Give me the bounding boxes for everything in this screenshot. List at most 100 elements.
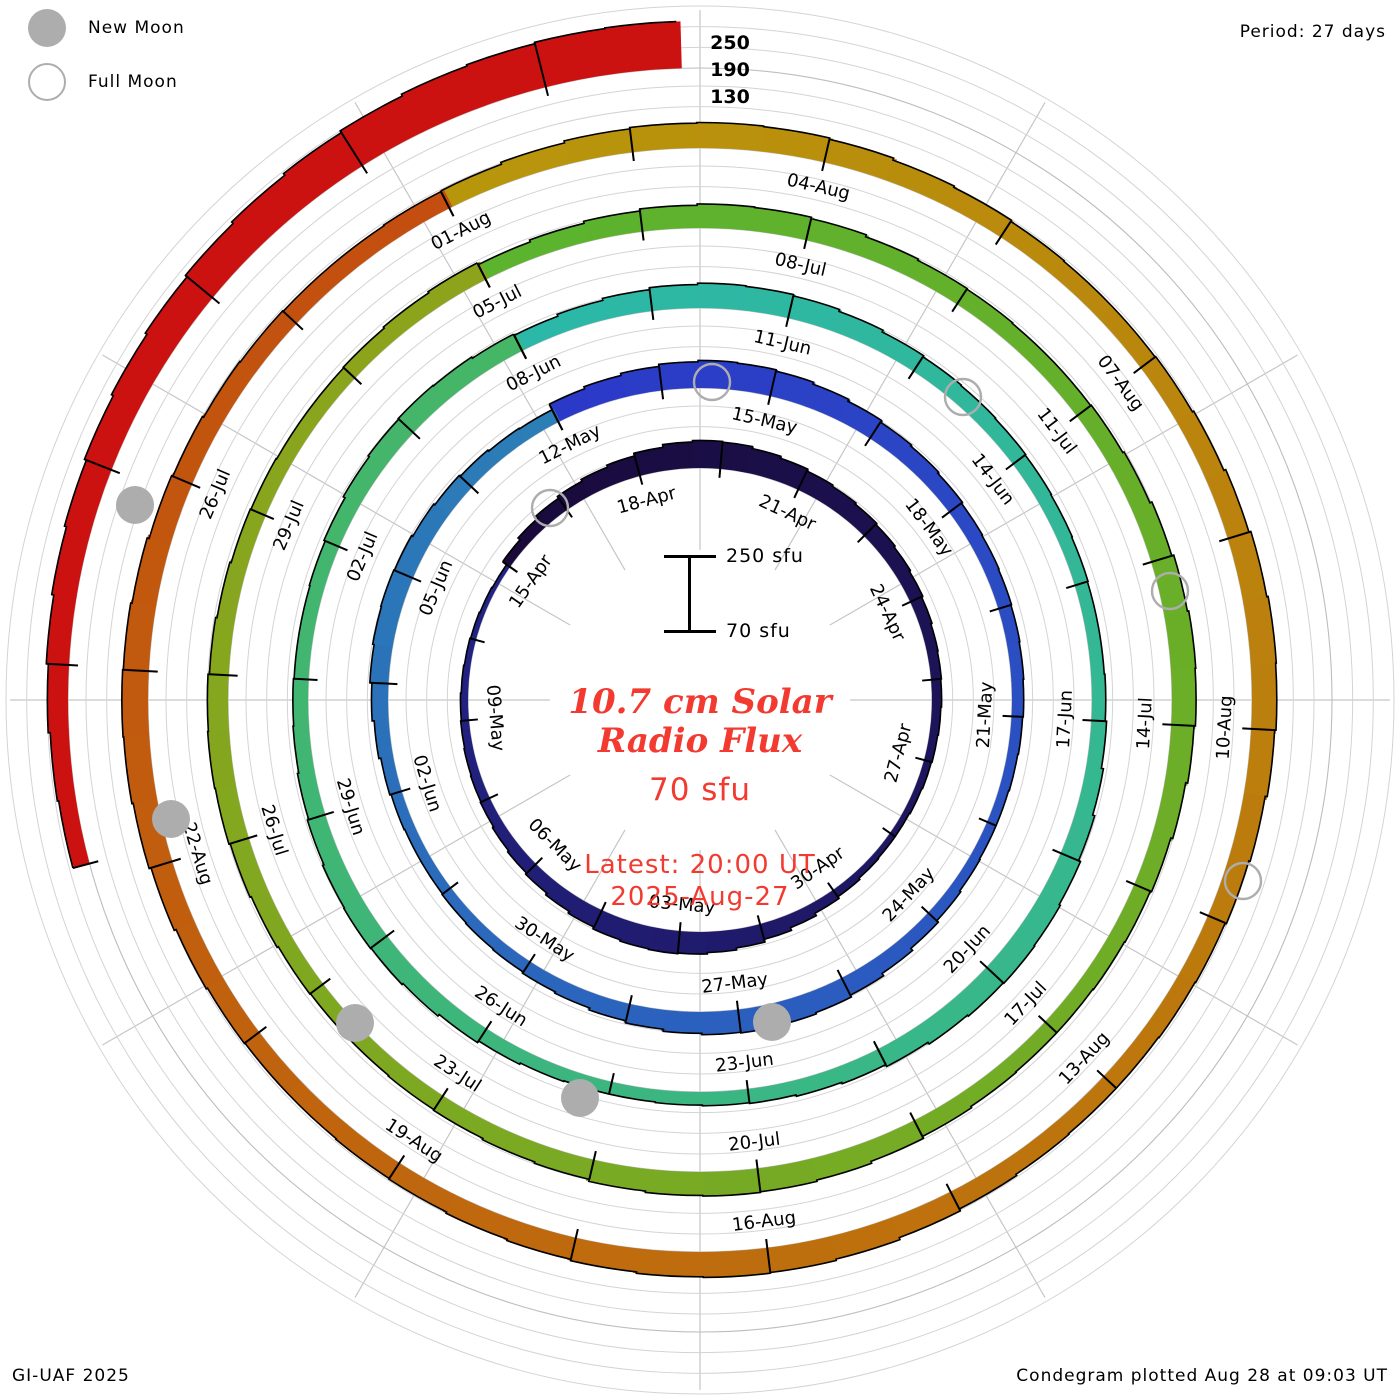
new-moon-marker [116, 486, 154, 524]
flux-band-segment [524, 863, 557, 894]
day-tick [1069, 404, 1092, 423]
flux-band-segment [470, 771, 490, 803]
day-tick [920, 905, 939, 923]
day-tick [308, 811, 335, 821]
flux-band-segment [464, 914, 501, 950]
new-moon-marker [336, 1004, 374, 1042]
flux-band-segment [1075, 765, 1104, 818]
flux-band-segment [633, 447, 668, 476]
flux-band-segment [838, 401, 884, 440]
flux-band-segment [531, 1143, 594, 1180]
flux-band-segment [472, 333, 525, 374]
day-tick [323, 539, 348, 552]
full-moon-marker [1223, 861, 1263, 901]
flux-band-segment [466, 42, 550, 107]
flux-band-segment [207, 727, 236, 789]
ring-gridline-circle [426, 426, 974, 974]
flux-band-segment [519, 408, 561, 441]
flux-band-segment [950, 854, 981, 893]
flux-band-segment [529, 222, 592, 258]
flux-band-segment [390, 789, 415, 830]
day-tick [608, 1072, 615, 1095]
day-tick [872, 1040, 887, 1066]
flux-band-segment [1076, 405, 1125, 465]
new-moon-marker [561, 1079, 599, 1117]
flux-band-segment [1243, 596, 1277, 669]
day-tick [1142, 554, 1175, 566]
flux-band-segment [478, 240, 539, 280]
flux-band-segment [1227, 531, 1268, 605]
flux-band-segment [428, 261, 489, 308]
flux-band-segment [50, 727, 76, 802]
flux-band-segment [185, 220, 261, 298]
flux-band-segment [831, 873, 860, 898]
flux-band-segment [323, 495, 361, 547]
flux-band-segment [51, 522, 92, 599]
flux-band-segment [296, 767, 326, 820]
ring-gridline-circle [85, 85, 1315, 1315]
flux-band-segment [401, 64, 486, 134]
ring-date-label: 09-May [482, 684, 509, 753]
flux-band-segment [871, 937, 913, 975]
flux-band-segment [1041, 362, 1093, 419]
flux-band-segment [1001, 323, 1056, 377]
day-tick [394, 569, 422, 583]
day-tick [882, 827, 896, 838]
flux-band-segment [652, 1089, 703, 1106]
flux-band-segment [340, 94, 425, 166]
moon-markers-layer [116, 362, 1263, 1117]
flux-band-segment [662, 441, 695, 471]
day-tick [907, 356, 924, 380]
day-tick [1133, 355, 1157, 375]
day-tick [745, 1080, 751, 1103]
grid-spoke [829, 774, 1298, 1046]
flux-band-segment [214, 781, 249, 845]
flux-band-segment [699, 1009, 741, 1035]
flux-band-segment [385, 1061, 443, 1110]
flux-band-segment [369, 933, 417, 985]
flux-band-segment [1091, 674, 1106, 724]
day-tick [525, 856, 544, 875]
ring-date-label: 17-Jun [1053, 689, 1077, 749]
day-tick [459, 475, 480, 495]
flux-band-segment [502, 538, 528, 567]
day-tick [470, 637, 485, 644]
day-tick [282, 310, 304, 331]
day-tick [821, 139, 831, 172]
flux-band-segment [925, 473, 964, 514]
flux-band-segment [944, 187, 1015, 239]
flux-band-segment [342, 895, 387, 949]
day-tick [389, 787, 411, 796]
flux-band-segment [649, 284, 701, 311]
flux-band-segment [642, 1168, 703, 1196]
flux-band-segment [442, 1193, 515, 1240]
grid-spoke [102, 354, 571, 626]
flux-band-segment [888, 1191, 961, 1239]
flux-band-segment [203, 358, 258, 427]
day-tick [184, 274, 221, 305]
flux-band-segment [84, 392, 141, 470]
flux-band-segment [646, 926, 680, 954]
flux-band-segment [629, 123, 701, 153]
flux-band-segment [661, 1009, 702, 1034]
flux-band-segment [806, 977, 852, 1014]
ring-gridline-circle [346, 346, 1054, 1054]
day-tick [1037, 1015, 1058, 1034]
day-tick [994, 220, 1012, 246]
day-tick [1005, 454, 1026, 471]
flux-band-segment [385, 1161, 456, 1213]
flux-band-segment [437, 1000, 487, 1043]
flux-band-segment [333, 1122, 400, 1179]
flux-band-segment [292, 676, 309, 727]
legend-item-new-moon: New Moon [28, 9, 185, 47]
flux-band-segment [58, 794, 90, 869]
flux-band-segment [606, 1081, 657, 1102]
flux-band-segment [553, 978, 595, 1009]
flux-band-segment [1133, 832, 1171, 895]
day-tick [648, 287, 655, 320]
day-tick [864, 421, 882, 447]
flux-band-segment [1205, 469, 1250, 542]
flux-band-segment [479, 1121, 542, 1162]
flux-band-segment [732, 924, 765, 949]
flux-band-segment [111, 330, 175, 410]
